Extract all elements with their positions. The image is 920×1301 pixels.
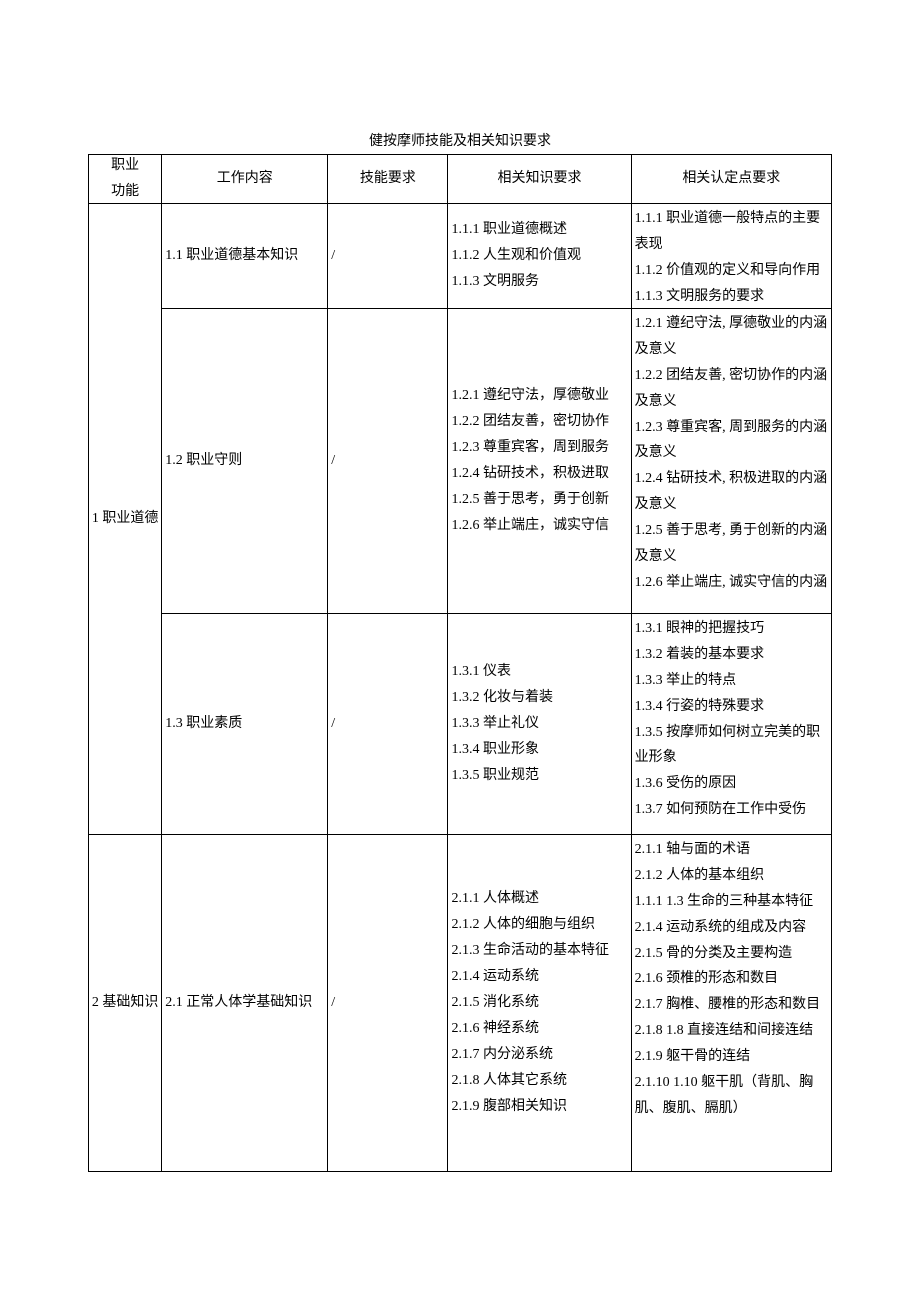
cell-function: 1 职业道德 [89, 204, 162, 835]
cell-knowledge: 2.1.1 人体概述 2.1.2 人体的细胞与组织 2.1.3 生命活动的基本特… [448, 835, 631, 1172]
document-title: 健按摩师技能及相关知识要求 [88, 130, 832, 150]
cell-work: 1.1 职业道德基本知识 [162, 204, 328, 309]
cell-certification: 1.1.1 职业道德一般特点的主要表现 1.1.2 价值观的定义和导向作用 1.… [631, 204, 831, 309]
cell-work: 1.2 职业守则 [162, 309, 328, 614]
cell-knowledge: 1.2.1 遵纪守法，厚德敬业 1.2.2 团结友善，密切协作 1.2.3 尊重… [448, 309, 631, 614]
cell-knowledge: 1.3.1 仪表 1.3.2 化妆与着装 1.3.3 举止礼仪 1.3.4 职业… [448, 614, 631, 835]
cell-certification: 2.1.1 轴与面的术语 2.1.2 人体的基本组织 1.1.1 1.3 生命的… [631, 835, 831, 1172]
cell-work: 2.1 正常人体学基础知识 [162, 835, 328, 1172]
header-certification: 相关认定点要求 [631, 155, 831, 204]
cell-work: 1.3 职业素质 [162, 614, 328, 835]
cell-knowledge: 1.1.1 职业道德概述 1.1.2 人生观和价值观 1.1.3 文明服务 [448, 204, 631, 309]
cell-skill: / [328, 835, 448, 1172]
header-skill: 技能要求 [328, 155, 448, 204]
cell-certification: 1.3.1 眼神的把握技巧 1.3.2 着装的基本要求 1.3.3 举止的特点 … [631, 614, 831, 835]
header-function: 职业 功能 [89, 155, 162, 204]
requirements-table: 职业 功能工作内容技能要求相关知识要求相关认定点要求 1 职业道德1.1 职业道德… [88, 154, 832, 1172]
cell-skill: / [328, 614, 448, 835]
header-knowledge: 相关知识要求 [448, 155, 631, 204]
cell-skill: / [328, 204, 448, 309]
cell-function: 2 基础知识 [89, 835, 162, 1172]
cell-skill: / [328, 309, 448, 614]
cell-certification: 1.2.1 遵纪守法, 厚德敬业的内涵及意义 1.2.2 团结友善, 密切协作的… [631, 309, 831, 614]
header-work: 工作内容 [162, 155, 328, 204]
